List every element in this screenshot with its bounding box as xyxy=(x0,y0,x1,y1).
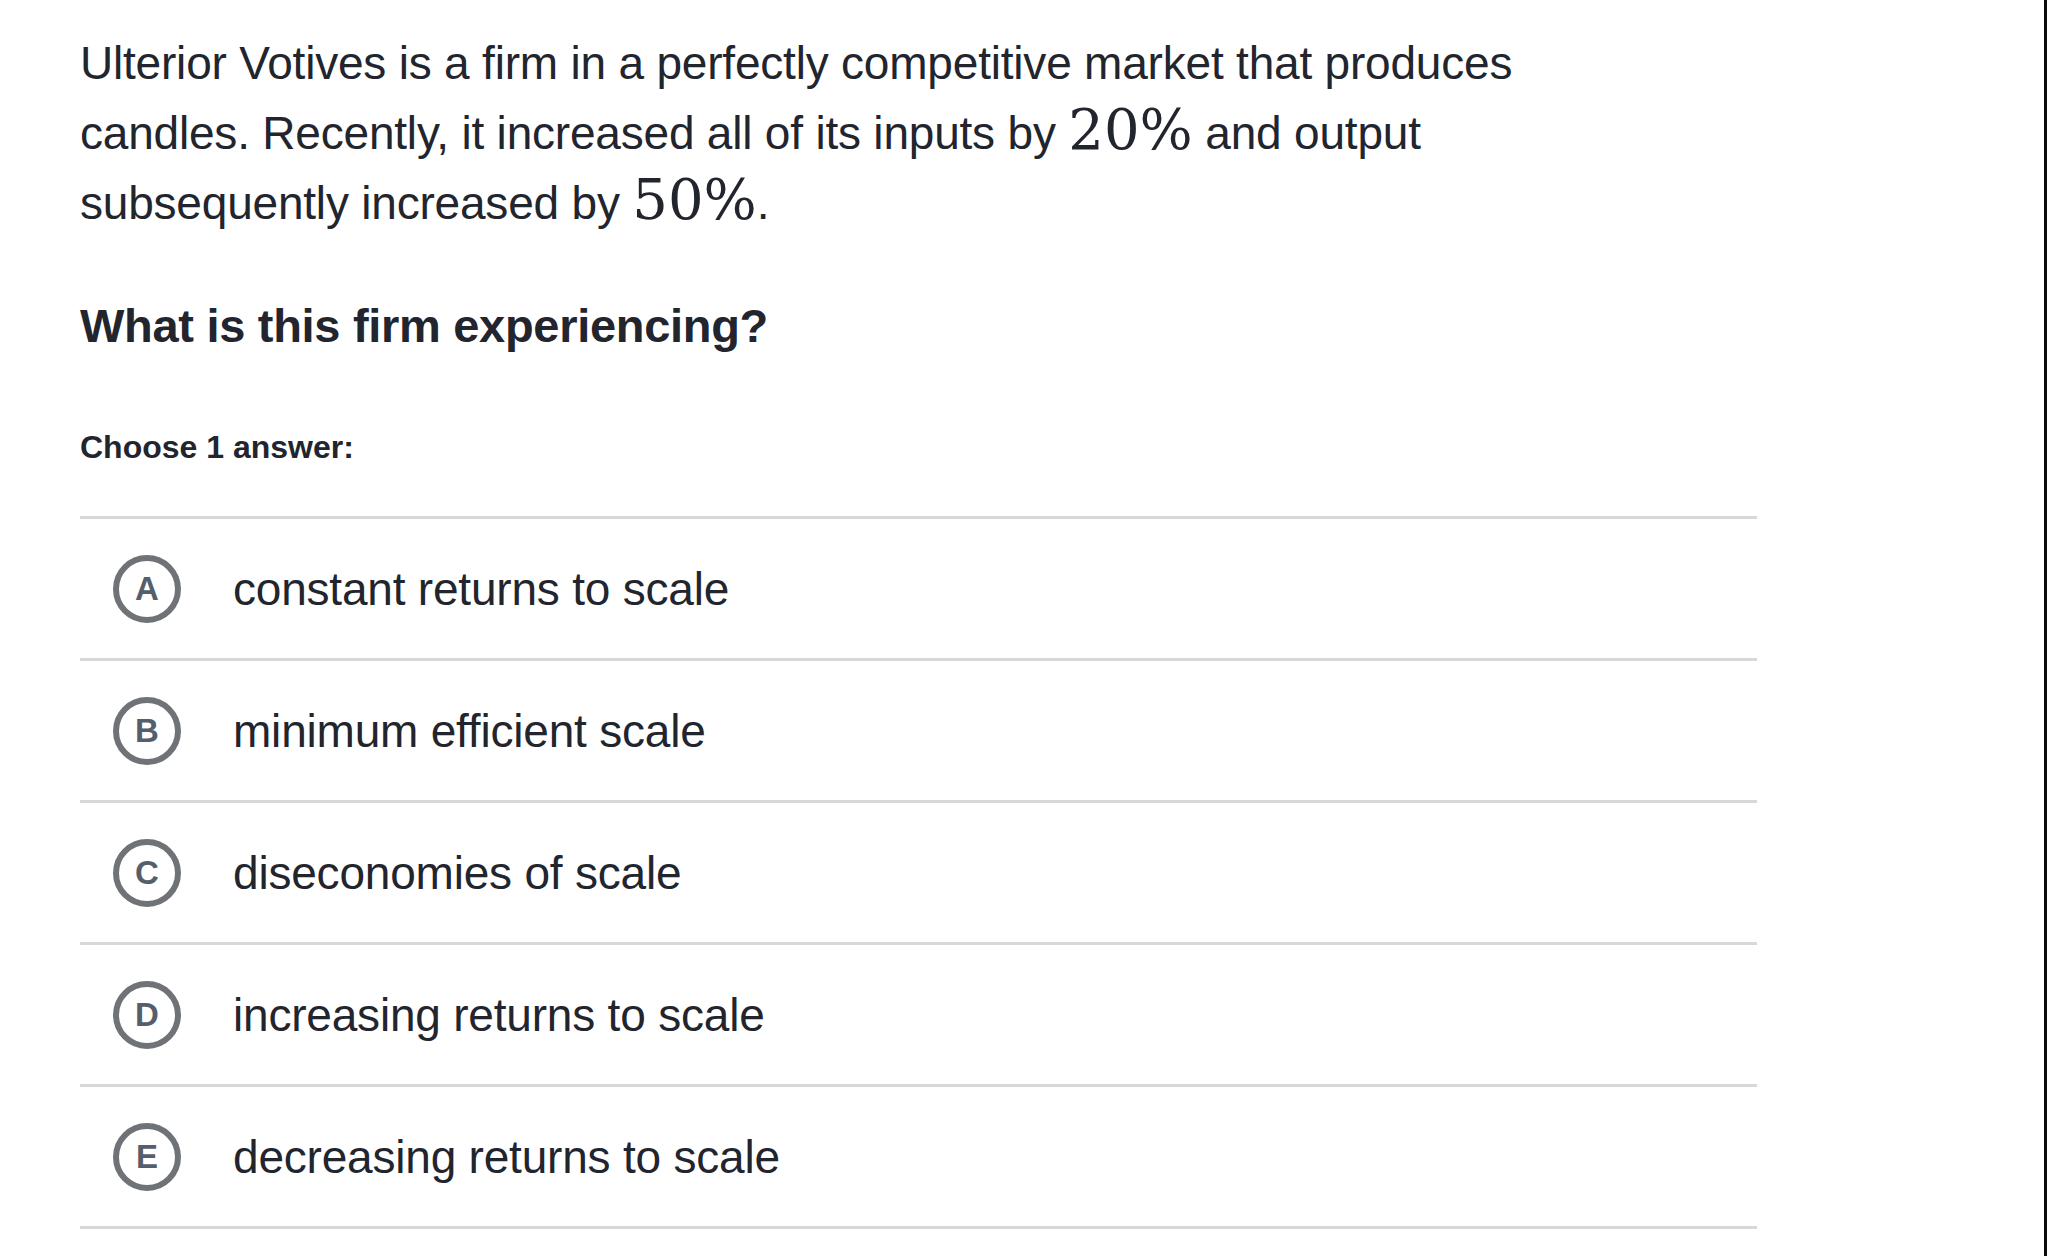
choice-letter: C xyxy=(135,854,159,892)
answer-label: increasing returns to scale xyxy=(233,988,765,1042)
question-text-segment: and output xyxy=(1193,107,1421,159)
question-line: subsequently increased by 50%. xyxy=(80,168,2048,238)
choice-letter: B xyxy=(135,712,159,750)
exercise-page: Ulterior Votives is a firm in a perfectl… xyxy=(0,0,2048,1256)
answer-option-row[interactable]: A constant returns to scale xyxy=(80,519,1757,661)
answer-label: diseconomies of scale xyxy=(233,846,681,900)
radio-choice-icon[interactable]: C xyxy=(113,839,181,907)
choose-answer-label: Choose 1 answer: xyxy=(80,429,2048,466)
question-text-segment: candles. Recently, it increased all of i… xyxy=(80,107,1068,159)
radio-choice-icon[interactable]: D xyxy=(113,981,181,1049)
question-text-segment: . xyxy=(757,177,770,229)
radio-choice-icon[interactable]: B xyxy=(113,697,181,765)
math-expression: 20% xyxy=(1068,97,1192,162)
question-paragraph: Ulterior Votives is a firm in a perfectl… xyxy=(80,28,2048,238)
answer-label: minimum efficient scale xyxy=(233,704,706,758)
choice-letter: D xyxy=(135,996,159,1034)
answer-option-row[interactable]: B minimum efficient scale xyxy=(80,661,1757,803)
radio-choice-icon[interactable]: A xyxy=(113,555,181,623)
choice-letter: E xyxy=(136,1138,158,1176)
answer-option-row[interactable]: C diseconomies of scale xyxy=(80,803,1757,945)
question-text-segment: Ulterior Votives is a firm in a perfectl… xyxy=(80,37,1512,89)
question-area: Ulterior Votives is a firm in a perfectl… xyxy=(80,28,2048,1229)
question-text-segment: subsequently increased by xyxy=(80,177,632,229)
question-line: candles. Recently, it increased all of i… xyxy=(80,98,2048,168)
question-line: Ulterior Votives is a firm in a perfectl… xyxy=(80,28,2048,98)
math-expression: 50% xyxy=(632,167,756,232)
answer-option-row[interactable]: D increasing returns to scale xyxy=(80,945,1757,1087)
window-edge-line xyxy=(2044,0,2047,1256)
radio-choice-icon[interactable]: E xyxy=(113,1123,181,1191)
answer-option-row[interactable]: E decreasing returns to scale xyxy=(80,1087,1757,1229)
answer-label: decreasing returns to scale xyxy=(233,1130,780,1184)
answers-list: A constant returns to scale B minimum ef… xyxy=(80,516,1757,1229)
question-heading: What is this firm experiencing? xyxy=(80,298,2048,353)
answer-label: constant returns to scale xyxy=(233,562,729,616)
choice-letter: A xyxy=(135,570,159,608)
